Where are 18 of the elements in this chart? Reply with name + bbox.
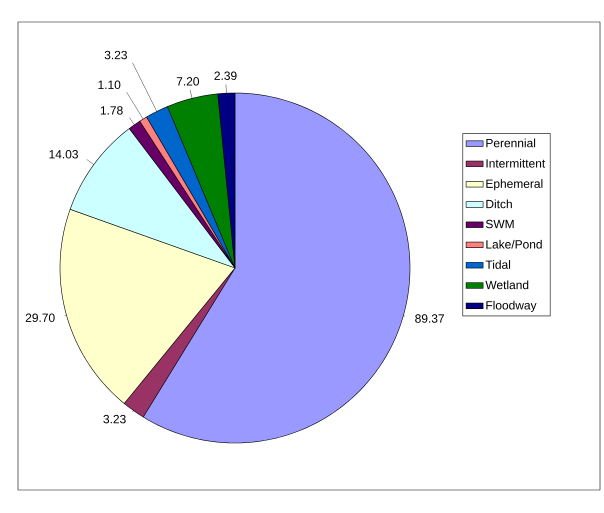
data-label: 29.70: [26, 314, 55, 322]
data-label: 1.78: [100, 106, 123, 115]
legend-label: Wetland: [485, 280, 528, 290]
data-label: 2.39: [214, 71, 237, 80]
data-label: 14.03: [49, 150, 78, 158]
legend-label: Ditch: [486, 199, 512, 208]
legend-label: Ephemeral: [486, 179, 542, 190]
data-label: 1.10: [98, 80, 120, 89]
legend-label: Floodway: [486, 300, 537, 312]
data-label: 7.20: [176, 77, 200, 86]
data-label: 89.37: [415, 314, 444, 323]
legend-label: SWM: [486, 220, 514, 228]
legend-label: Lake/Pond: [486, 240, 542, 249]
data-label: 3.23: [104, 50, 127, 60]
data-label: 3.23: [103, 414, 126, 424]
legend-label: Intermittent: [486, 158, 546, 168]
legend-label: Perennial: [486, 138, 536, 148]
legend-label: Tidal: [486, 260, 510, 269]
